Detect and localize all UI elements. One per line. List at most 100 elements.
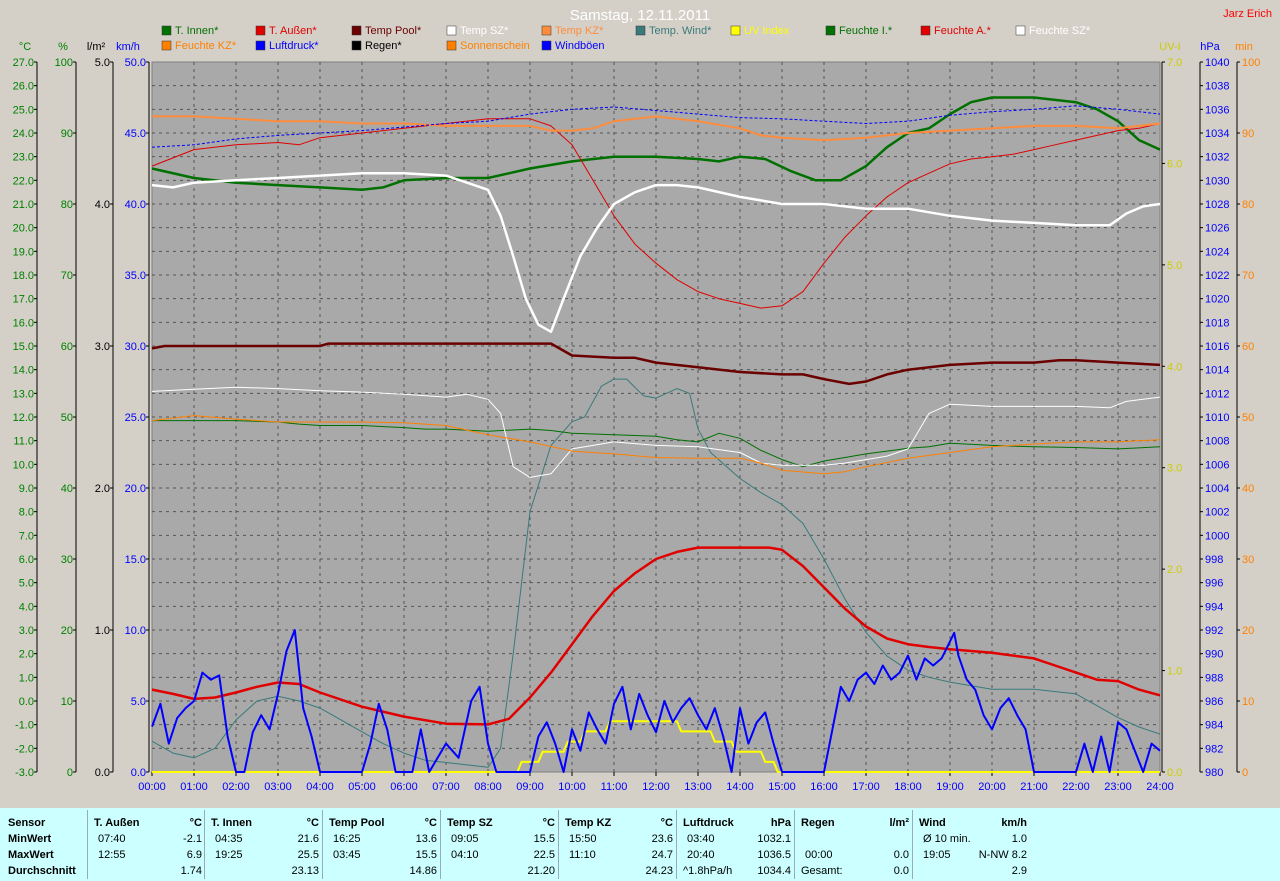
stats-avg-value: 24.23	[645, 865, 673, 877]
x-axis-tick-label: 14:00	[726, 781, 754, 793]
axis-unit-humidity: %	[58, 41, 68, 53]
x-axis-tick-label: 12:00	[642, 781, 670, 793]
legend-swatch	[635, 25, 646, 36]
legend-swatch	[825, 25, 836, 36]
axis-tick-label-wind: 0.0	[131, 767, 146, 779]
stats-column-divider	[440, 810, 441, 879]
axis-tick-label-pressure: 1038	[1205, 81, 1229, 93]
axis-tick-label-pressure: 1024	[1205, 246, 1229, 258]
stats-column-divider	[87, 810, 88, 879]
stats-max-value: N-NW 8.2	[978, 849, 1027, 861]
legend-label: Sonnenschein	[460, 40, 530, 52]
axis-tick-label-pressure: 1030	[1205, 175, 1229, 187]
axis-tick-label-pressure: 1014	[1205, 365, 1229, 377]
axis-tick-label-temp: 14.0	[13, 365, 34, 377]
stats-max-value: 1036.5	[757, 849, 791, 861]
stats-group-unit: km/h	[1001, 817, 1027, 829]
stats-max-value: 25.5	[297, 849, 319, 861]
x-axis-tick-label: 06:00	[390, 781, 418, 793]
stats-column-divider	[322, 810, 323, 879]
x-axis-tick-label: 17:00	[852, 781, 880, 793]
stats-row-min-label: MinWert	[8, 833, 52, 845]
stats-min-value: -2.1	[183, 833, 202, 845]
statistics-panel: Sensor MinWert MaxWert Durchschnitt T. Außen…	[0, 808, 1280, 881]
x-axis-tick-label: 09:00	[516, 781, 544, 793]
legend-swatch	[920, 25, 931, 36]
axis-tick-label-sunshine: 0	[1242, 767, 1248, 779]
axis-tick-label-wind: 40.0	[125, 199, 146, 211]
stats-min-time: Ø 10 min.	[923, 833, 971, 845]
legend-swatch	[1015, 25, 1026, 36]
x-axis-tick-label: 22:00	[1062, 781, 1090, 793]
axis-unit-temp: °C	[19, 41, 31, 53]
axis-tick-label-wind: 45.0	[125, 128, 146, 140]
axis-tick-label-uv: 2.0	[1167, 564, 1182, 576]
axis-tick-label-humidity: 100	[55, 57, 73, 69]
axis-tick-label-humidity: 90	[61, 128, 73, 140]
axis-tick-label-pressure: 996	[1205, 578, 1223, 590]
stats-max-value: 22.5	[533, 849, 555, 861]
axis-tick-label-uv: 0.0	[1167, 767, 1182, 779]
stats-max-value: 0.0	[893, 849, 909, 861]
stats-group-unit: °C	[424, 817, 437, 829]
axis-tick-label-temp: 21.0	[13, 199, 34, 211]
axis-tick-label-pressure: 1006	[1205, 459, 1229, 471]
axis-tick-label-wind: 35.0	[125, 270, 146, 282]
stats-group-title: T. Außen	[94, 817, 140, 829]
x-axis-tick-label: 18:00	[894, 781, 922, 793]
x-axis-tick-label: 16:00	[810, 781, 838, 793]
stats-max-time: 19:05	[923, 849, 951, 861]
x-axis-tick-label: 07:00	[432, 781, 460, 793]
stats-min-time: 16:25	[333, 833, 361, 845]
x-axis-tick-label: 05:00	[348, 781, 376, 793]
series-line	[151, 118, 1161, 309]
legend-label: Feuchte KZ*	[175, 40, 237, 52]
axis-unit-wind: km/h	[116, 41, 140, 53]
axis-tick-label-humidity: 60	[61, 341, 73, 353]
legend-label: Temp SZ*	[460, 25, 509, 37]
axis-tick-label-pressure: 994	[1205, 601, 1223, 613]
stats-avg-value: 2.9	[1011, 865, 1027, 877]
stats-max-value: 6.9	[186, 849, 202, 861]
axis-tick-label-temp: 17.0	[13, 294, 34, 306]
x-axis-tick-label: 24:00	[1146, 781, 1174, 793]
series-line	[152, 420, 1161, 468]
stats-group-unit: °C	[189, 817, 202, 829]
axis-tick-label-sunshine: 80	[1242, 199, 1254, 211]
axis-tick-label-temp: -1.0	[15, 720, 34, 732]
axis-tick-label-pressure: 1018	[1205, 317, 1229, 329]
axis-tick-label-pressure: 1026	[1205, 223, 1229, 235]
legend-swatch	[351, 40, 362, 51]
stats-avg-value: 1034.4	[757, 865, 791, 877]
legend-swatch	[255, 25, 266, 36]
x-axis-tick-label: 13:00	[684, 781, 712, 793]
axis-tick-label-sunshine: 20	[1242, 625, 1254, 637]
x-axis-tick-label: 08:00	[474, 781, 502, 793]
axis-tick-label-sunshine: 40	[1242, 483, 1254, 495]
x-axis-tick-label: 01:00	[180, 781, 208, 793]
axis-tick-label-wind: 5.0	[131, 696, 146, 708]
stats-column-divider	[676, 810, 677, 879]
axis-tick-label-rain: 1.0	[95, 625, 110, 637]
legend-label: Temp Pool*	[365, 25, 422, 37]
axis-tick-label-uv: 4.0	[1167, 361, 1182, 373]
stats-avg-value: 21.20	[527, 865, 555, 877]
legend-label: T. Innen*	[175, 25, 219, 37]
legend-label: Feuchte I.*	[839, 25, 893, 37]
x-axis-tick-label: 03:00	[264, 781, 292, 793]
axis-tick-label-uv: 7.0	[1167, 57, 1182, 69]
series-line	[151, 96, 1161, 192]
axis-tick-label-sunshine: 60	[1242, 341, 1254, 353]
axis-tick-label-temp: 18.0	[13, 270, 34, 282]
stats-column-divider	[558, 810, 559, 879]
axis-tick-label-pressure: 1040	[1205, 57, 1229, 69]
axis-unit-rain: l/m²	[87, 41, 106, 53]
series-line	[152, 720, 1160, 773]
axis-tick-label-sunshine: 50	[1242, 412, 1254, 424]
stats-group-unit: °C	[542, 817, 555, 829]
axis-tick-label-temp: 1.0	[19, 672, 34, 684]
axis-tick-label-temp: 25.0	[13, 104, 34, 116]
legend-swatch	[730, 25, 741, 36]
legend-label: Feuchte SZ*	[1029, 25, 1091, 37]
legend-swatch	[161, 25, 172, 36]
